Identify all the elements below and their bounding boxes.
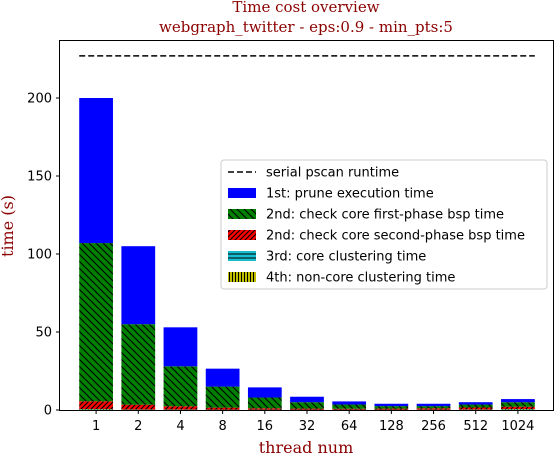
bar-2-series-4	[121, 246, 156, 325]
y-tick-label: 0	[44, 404, 52, 419]
bar-32-series-3	[290, 402, 324, 409]
y-tick-label: 100	[27, 248, 52, 263]
legend-box	[220, 159, 548, 290]
x-tick-label: 64	[341, 419, 358, 434]
x-axis: 1 2 4 8 16 32 64 128 256 512 1024	[92, 410, 534, 434]
legend-swatch	[228, 230, 256, 240]
bar-2-series-2	[121, 404, 156, 410]
legend-label: 4th: non-core clustering time	[266, 271, 455, 286]
legend-label: 2nd: check core second-phase bsp time	[266, 229, 525, 244]
legend-swatch	[228, 188, 256, 198]
x-tick-label: 128	[379, 419, 404, 434]
bar-1-series-2	[79, 401, 113, 410]
x-tick-label: 1	[92, 419, 100, 434]
x-tick-label: 4	[176, 419, 184, 434]
x-tick-label: 2	[134, 419, 142, 434]
bar-1024-series-3	[501, 402, 535, 407]
bars-layer	[79, 98, 535, 410]
y-tick-label: 200	[27, 92, 52, 107]
bar-512-series-3	[458, 404, 493, 408]
bar-64-series-2	[332, 408, 367, 410]
legend-swatch	[228, 251, 256, 261]
bar-128-series-2	[374, 408, 409, 410]
bar-32-series-2	[290, 408, 324, 410]
y-axis: 0 50 100 150 200	[27, 92, 60, 419]
bar-32-series-4	[290, 396, 324, 403]
legend: serial pscan runtime 1st: prune execution…	[220, 159, 548, 290]
chart-title: Time cost overview	[232, 0, 379, 16]
chart-subtitle: webgraph_twitter - eps:0.9 - min_pts:5	[159, 18, 453, 36]
bar-4-series-2	[163, 406, 198, 410]
bar-64-series-4	[332, 401, 367, 405]
bar-4-series-4	[163, 327, 198, 367]
bar-1-series-3	[79, 243, 113, 402]
bar-1-series-4	[79, 98, 113, 244]
legend-swatch	[228, 272, 256, 282]
bar-512-series-4	[458, 402, 493, 405]
legend-label: 2nd: check core first-phase bsp time	[266, 208, 504, 223]
legend-label: 1st: prune execution time	[266, 187, 434, 202]
bar-512-series-2	[458, 407, 493, 410]
bar-128-series-4	[374, 403, 409, 407]
bar-256-series-4	[416, 403, 451, 407]
bar-2-series-3	[121, 324, 156, 405]
bar-16-series-2	[247, 408, 282, 410]
bar-8-series-3	[205, 386, 240, 408]
legend-swatch	[228, 209, 256, 219]
bar-256-series-2	[416, 408, 451, 410]
bar-128-series-3	[374, 406, 409, 409]
x-tick-label: 32	[299, 419, 316, 434]
x-tick-label: 8	[218, 419, 226, 434]
y-tick-label: 50	[35, 326, 52, 341]
x-tick-label: 16	[257, 419, 274, 434]
bar-1024-series-4	[501, 399, 535, 403]
x-axis-label: thread num	[259, 438, 354, 456]
bar-8-series-4	[205, 368, 240, 387]
bar-1024-series-2	[501, 406, 535, 410]
y-tick-label: 150	[27, 170, 52, 185]
bar-64-series-3	[332, 404, 367, 409]
legend-label: serial pscan runtime	[266, 166, 399, 181]
y-axis-label: time (s)	[0, 195, 17, 257]
bar-16-series-3	[247, 397, 282, 409]
bar-16-series-4	[247, 387, 282, 398]
bar-256-series-3	[416, 406, 451, 409]
x-tick-label: 256	[421, 419, 446, 434]
bar-4-series-3	[163, 366, 198, 407]
bar-8-series-2	[205, 407, 240, 410]
legend-label: 3rd: core clustering time	[266, 250, 426, 265]
x-tick-label: 1024	[501, 419, 534, 434]
x-tick-label: 512	[463, 419, 488, 434]
